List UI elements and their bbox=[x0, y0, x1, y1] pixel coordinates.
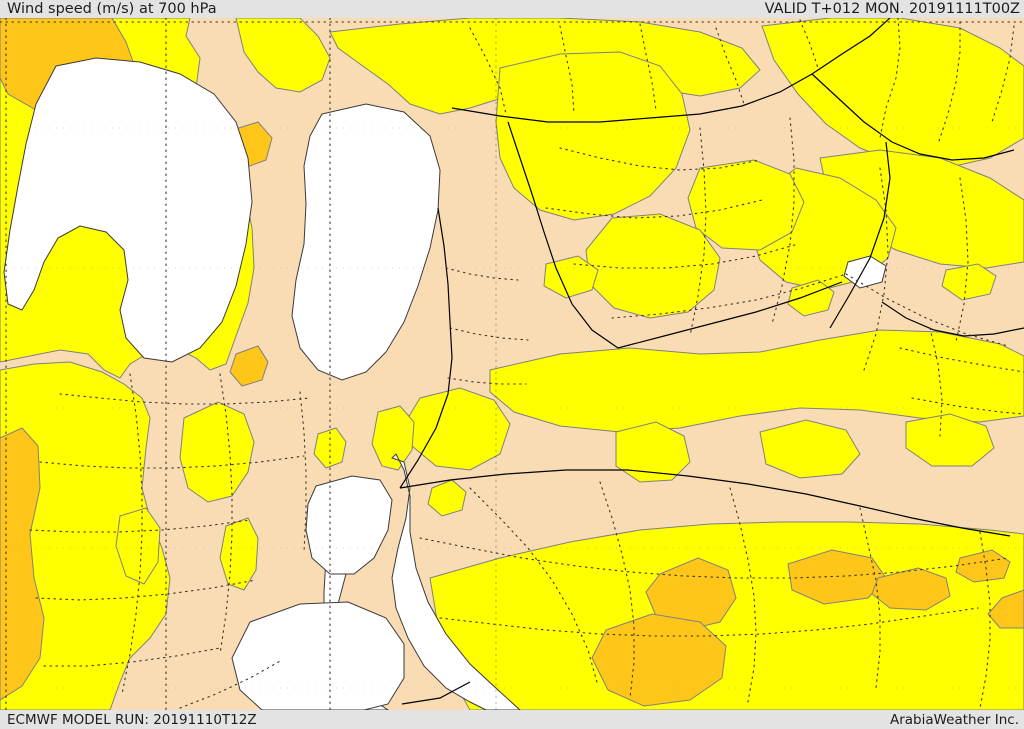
forecast-valid-time: VALID T+012 MON. 20191111T00Z bbox=[764, 1, 1020, 17]
international-borders bbox=[399, 18, 1024, 705]
footer-bar: ECMWF MODEL RUN: 20191110T12Z ArabiaWeat… bbox=[0, 710, 1024, 729]
low-band-white bbox=[3, 57, 887, 710]
model-run-label: ECMWF MODEL RUN: 20191110T12Z bbox=[7, 712, 257, 728]
wind-speed-contour-svg bbox=[0, 18, 1024, 710]
map-canvas[interactable] bbox=[0, 18, 1024, 710]
header-bar: Wind speed (m/s) at 700 hPa VALID T+012 … bbox=[0, 0, 1024, 18]
page-title: Wind speed (m/s) at 700 hPa bbox=[7, 1, 217, 17]
graticule bbox=[0, 127, 1024, 689]
admin-boundaries-dotted bbox=[0, 18, 1024, 710]
attribution-label: ArabiaWeather Inc. bbox=[889, 712, 1019, 728]
